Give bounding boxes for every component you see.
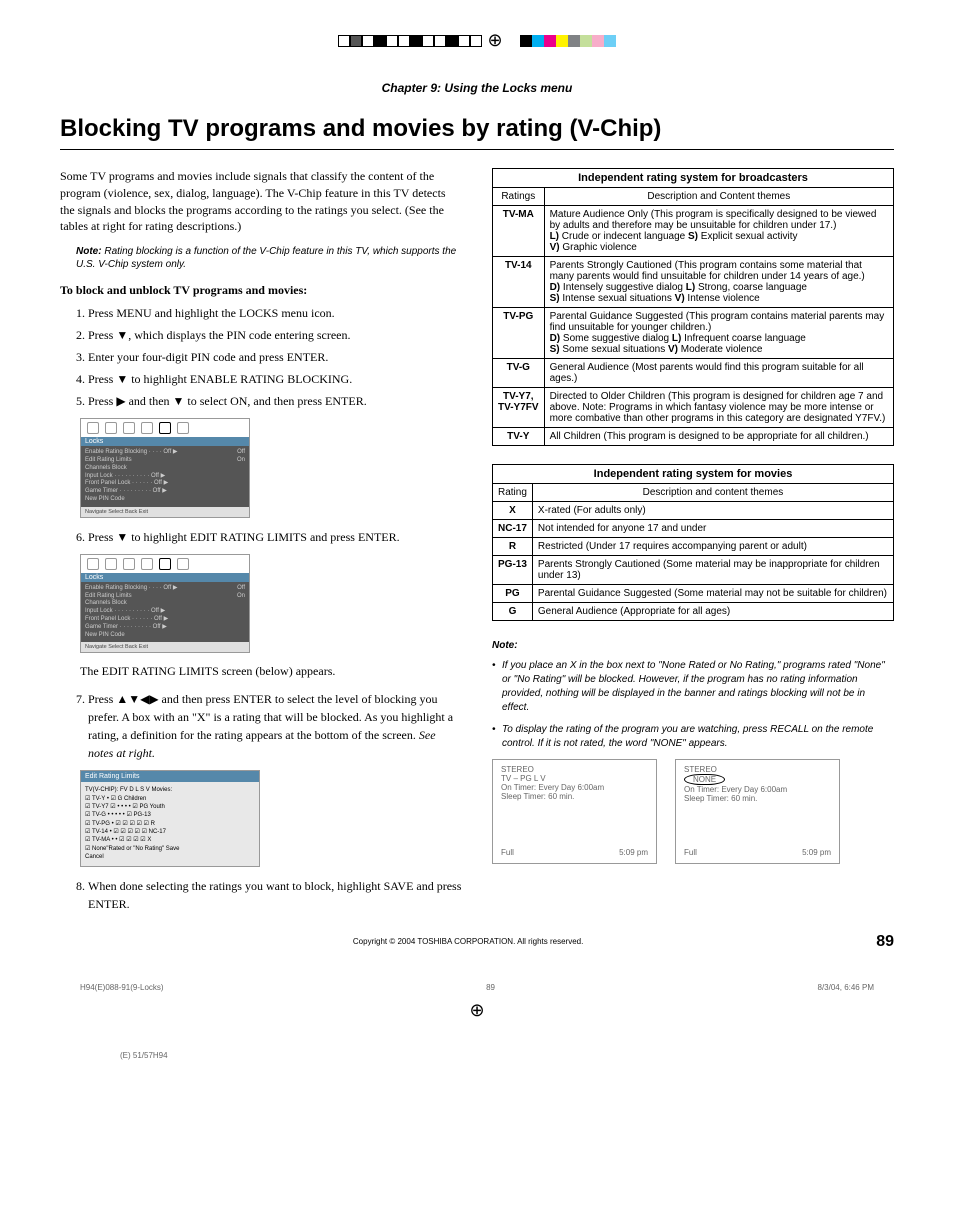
step6-after: The EDIT RATING LIMITS screen (below) ap… <box>80 663 462 680</box>
tv-box-none: STEREO NONE On Timer: Every Day 6:00am S… <box>675 759 840 864</box>
right-note-section: Note: If you place an X in the box next … <box>492 639 894 751</box>
note-item-1: If you place an X in the box next to "No… <box>492 659 894 715</box>
print-registration-marks: ⊕ <box>0 30 954 51</box>
note-label: Note: <box>76 246 102 257</box>
step-2: Press ▼, which displays the PIN code ent… <box>88 326 462 344</box>
osd-screenshot-2: Locks Enable Rating Blocking · · · · Off… <box>80 554 250 654</box>
step-3: Enter your four-digit PIN code and press… <box>88 348 462 366</box>
broadcaster-rating-table: Independent rating system for broadcaste… <box>492 168 894 446</box>
movie-rating-table: Independent rating system for movies Rat… <box>492 464 894 621</box>
step-8: When done selecting the ratings you want… <box>88 877 462 913</box>
edit-rating-screenshot: Edit Rating Limits TV(V-CHIP): FV D L S … <box>80 770 260 867</box>
page-number: 89 <box>876 933 894 951</box>
step-5: Press ▶ and then ▼ to select ON, and the… <box>88 392 462 410</box>
crop-label: (E) 51/57H94 <box>0 1051 954 1060</box>
note-item-2: To display the rating of the program you… <box>492 723 894 751</box>
intro-text: Some TV programs and movies include sign… <box>60 168 462 235</box>
step-1: Press MENU and highlight the LOCKS menu … <box>88 304 462 322</box>
step-6: Press ▼ to highlight EDIT RATING LIMITS … <box>88 528 462 546</box>
registration-icon-bottom: ⊕ <box>469 1000 484 1020</box>
tv-info-boxes: STEREO TV – PG L V On Timer: Every Day 6… <box>492 759 894 864</box>
note-box: Note: Rating blocking is a function of t… <box>76 245 462 271</box>
steps-heading: To block and unblock TV programs and mov… <box>60 283 462 298</box>
steps-list: Press MENU and highlight the LOCKS menu … <box>88 304 462 410</box>
chapter-heading: Chapter 9: Using the Locks menu <box>60 81 894 95</box>
osd-screenshot-1: Locks Enable Rating Blocking · · · · Off… <box>80 418 250 518</box>
page-footer: Copyright © 2004 TOSHIBA CORPORATION. Al… <box>60 933 894 951</box>
page-title: Blocking TV programs and movies by ratin… <box>60 115 894 150</box>
step-7: Press ▲▼◀▶ and then press ENTER to selec… <box>88 690 462 762</box>
print-file-info: H94(E)088-91(9-Locks) 89 8/3/04, 6:46 PM <box>0 983 954 992</box>
right-column: Independent rating system for broadcaste… <box>492 168 894 917</box>
left-column: Some TV programs and movies include sign… <box>60 168 462 917</box>
step-4: Press ▼ to highlight ENABLE RATING BLOCK… <box>88 370 462 388</box>
tv-box-rated: STEREO TV – PG L V On Timer: Every Day 6… <box>492 759 657 864</box>
copyright: Copyright © 2004 TOSHIBA CORPORATION. Al… <box>60 937 876 946</box>
registration-icon: ⊕ <box>487 30 502 51</box>
